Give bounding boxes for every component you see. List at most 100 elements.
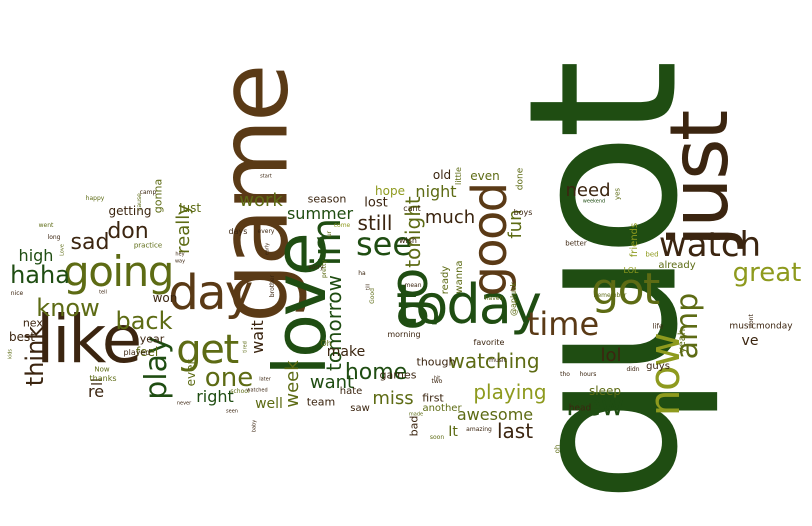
- word-need: need: [565, 180, 611, 201]
- word-know: know: [36, 294, 100, 322]
- word-way: way: [174, 258, 186, 265]
- word-guys: guys: [646, 361, 670, 372]
- word-tired: tired: [242, 341, 249, 353]
- word-cant: cant: [403, 204, 421, 213]
- word-made: made: [408, 411, 424, 418]
- word-It: It: [448, 424, 458, 440]
- word-re: re: [87, 382, 105, 401]
- word-brother: brother: [269, 274, 276, 298]
- word-watching: watching: [448, 349, 540, 373]
- word-Oh: Oh: [320, 339, 332, 348]
- word-never: never: [176, 400, 192, 407]
- word-season: season: [307, 192, 347, 206]
- word-work: work: [239, 190, 283, 211]
- word-well: well: [255, 396, 283, 412]
- word-school: school: [230, 388, 250, 395]
- word-oh: oh: [553, 444, 562, 454]
- word-come: come: [333, 222, 351, 229]
- word-long: long: [47, 234, 61, 241]
- word-like: like: [36, 301, 142, 378]
- word-make: make: [326, 344, 366, 360]
- word-baby: baby: [251, 419, 258, 433]
- word-nice: nice: [10, 290, 24, 297]
- word-high: high: [18, 246, 54, 265]
- word-old: old: [432, 168, 452, 182]
- word-won: won: [152, 291, 178, 305]
- word-good: good: [462, 183, 518, 297]
- word-yes: yes: [613, 187, 622, 201]
- word-done: done: [515, 167, 526, 191]
- word-week: week: [282, 360, 303, 408]
- word-mean: mean: [404, 282, 422, 289]
- word-great: great: [732, 258, 802, 288]
- word-hate: hate: [339, 386, 363, 397]
- word-gonna: gonna: [151, 178, 165, 214]
- word-music: music: [489, 357, 507, 364]
- word-yeah: yeah: [677, 328, 688, 354]
- word-favorite: favorite: [473, 338, 505, 347]
- word-amazing: amazing: [466, 426, 492, 433]
- word-cause: cause: [136, 193, 143, 211]
- word-kids: kids: [7, 348, 14, 360]
- word-friends: friends: [629, 222, 640, 258]
- word-got: got: [591, 264, 660, 315]
- word-games: games: [379, 368, 417, 382]
- word-watch: watch: [658, 225, 762, 265]
- word-musicmonday: musicmonday: [729, 321, 793, 332]
- word-sorry: sorry: [308, 264, 324, 271]
- word-new: new: [566, 389, 624, 422]
- word-morning: morning: [387, 330, 421, 339]
- word-day: day: [168, 265, 253, 321]
- word-awesome: awesome: [456, 405, 534, 424]
- word-going: going: [63, 247, 174, 296]
- word-first: first: [422, 391, 444, 405]
- word-better: better: [565, 239, 587, 248]
- word-days: days: [228, 227, 248, 236]
- word-night: night: [415, 182, 457, 201]
- word-wait: wait: [248, 320, 267, 354]
- word-camp: camp: [139, 189, 157, 196]
- word-watched: watched: [246, 387, 268, 394]
- word-LOL: LOL: [623, 266, 639, 275]
- word-summer: summer: [286, 204, 354, 223]
- word-Just: Just: [178, 201, 202, 215]
- word-lost: lost: [364, 195, 388, 211]
- word-soon: soon: [429, 434, 445, 441]
- word-ready: ready: [440, 265, 451, 295]
- word-seen: seen: [226, 408, 238, 415]
- word-ur: ur: [326, 230, 333, 238]
- word-practice: practice: [133, 241, 163, 250]
- word-last: last: [496, 419, 534, 443]
- word-still: still: [357, 211, 393, 235]
- word-ve: ve: [741, 333, 759, 349]
- word-every: every: [257, 228, 275, 235]
- word-another: another: [422, 403, 462, 414]
- word-right: right: [196, 387, 234, 406]
- word-saw: saw: [350, 403, 370, 414]
- word-Good: Good: [369, 288, 376, 304]
- word-ha: ha: [358, 270, 366, 277]
- word-tho: tho: [560, 371, 570, 378]
- word-next: next: [22, 316, 48, 330]
- word-want: want: [309, 372, 355, 393]
- word-see: see: [355, 225, 413, 263]
- word-lol: lol: [600, 345, 622, 366]
- word-early: early: [264, 242, 271, 256]
- word-thanks: thanks: [89, 374, 117, 383]
- word-haha: haha: [10, 261, 70, 289]
- word-iremember: iremember: [593, 292, 627, 299]
- word-went: went: [38, 222, 54, 229]
- word-played: played: [123, 348, 151, 357]
- word-team: team: [306, 395, 336, 409]
- word-didn: didn: [626, 366, 640, 373]
- word-time: time: [526, 305, 600, 343]
- word-happy: happy: [85, 195, 105, 202]
- word-feel: feel: [135, 345, 159, 359]
- word-haven: haven: [484, 295, 504, 302]
- word-today: today: [395, 273, 542, 336]
- word-dont: dont: [748, 314, 755, 328]
- word-getting: getting: [108, 204, 152, 218]
- word-sad: sad: [70, 230, 110, 255]
- word-year: year: [139, 332, 165, 346]
- word-hours: hours: [579, 371, 597, 378]
